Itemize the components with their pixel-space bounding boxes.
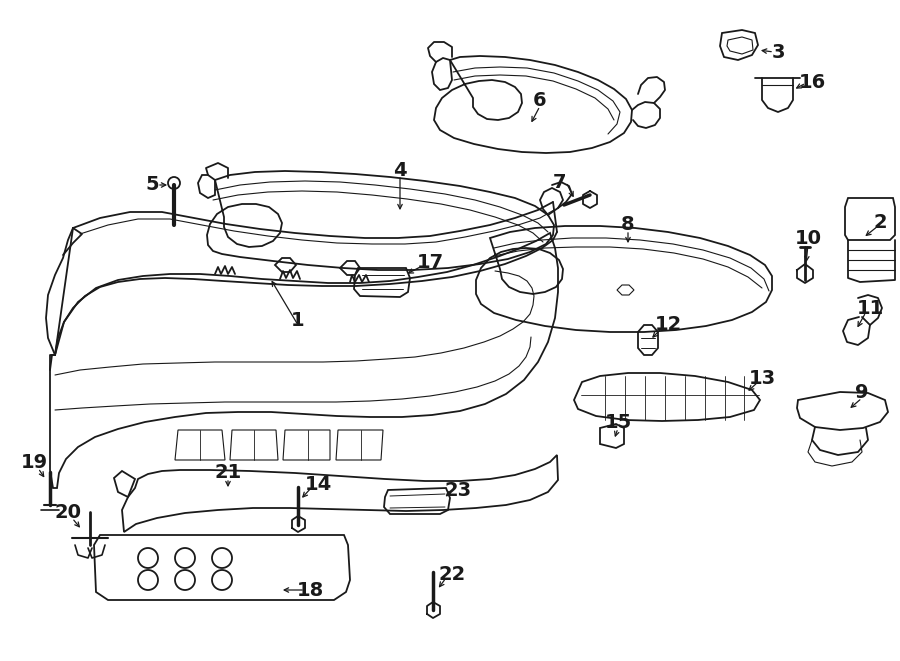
Text: 8: 8 xyxy=(621,215,634,233)
Text: 1: 1 xyxy=(292,311,305,329)
Text: 2: 2 xyxy=(873,212,886,231)
Text: 10: 10 xyxy=(795,229,822,247)
Text: 14: 14 xyxy=(304,475,331,494)
Text: 15: 15 xyxy=(605,412,632,432)
Text: 18: 18 xyxy=(296,580,324,600)
Text: 22: 22 xyxy=(438,566,465,584)
Text: 19: 19 xyxy=(21,453,48,471)
Text: 13: 13 xyxy=(749,368,776,387)
Text: 4: 4 xyxy=(393,161,407,180)
Text: 23: 23 xyxy=(445,481,472,500)
Text: 7: 7 xyxy=(554,173,567,192)
Text: 17: 17 xyxy=(417,253,444,272)
Text: 16: 16 xyxy=(798,73,825,91)
Text: 12: 12 xyxy=(654,315,681,334)
Text: 3: 3 xyxy=(771,42,785,61)
Text: 6: 6 xyxy=(533,91,547,110)
Text: 20: 20 xyxy=(55,502,82,522)
Text: 11: 11 xyxy=(857,299,884,317)
Text: 21: 21 xyxy=(214,463,241,481)
Text: 5: 5 xyxy=(145,176,158,194)
Text: 9: 9 xyxy=(855,383,868,403)
